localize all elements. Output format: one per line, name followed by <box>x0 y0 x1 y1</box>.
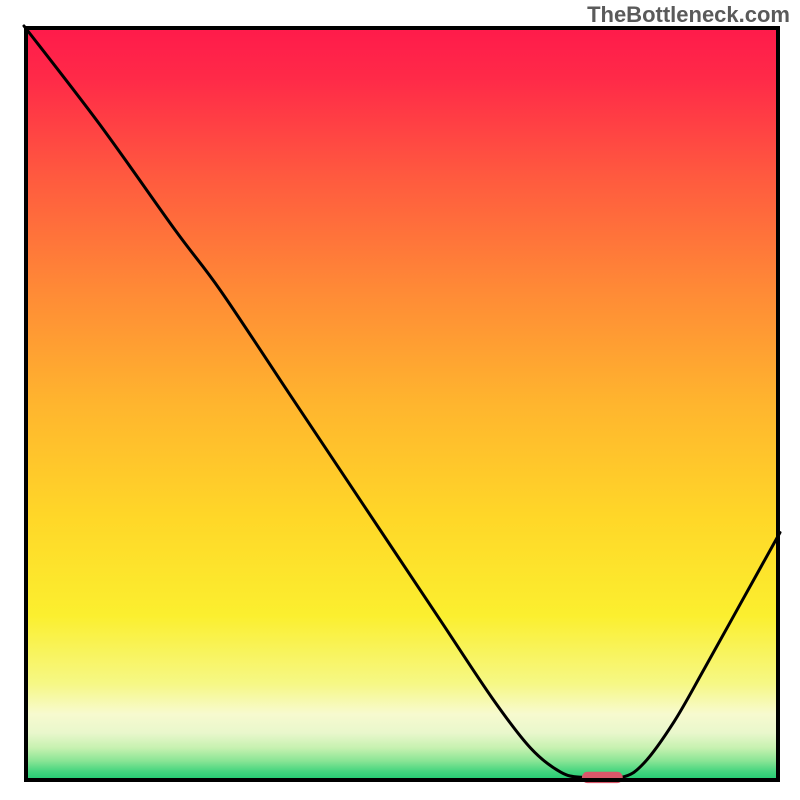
bottleneck-chart: TheBottleneck.com <box>0 0 800 800</box>
bottleneck-curve <box>24 26 780 779</box>
chart-svg <box>24 26 780 782</box>
optimum-marker <box>582 772 623 783</box>
watermark-text: TheBottleneck.com <box>587 2 790 28</box>
plot-area <box>24 26 780 782</box>
